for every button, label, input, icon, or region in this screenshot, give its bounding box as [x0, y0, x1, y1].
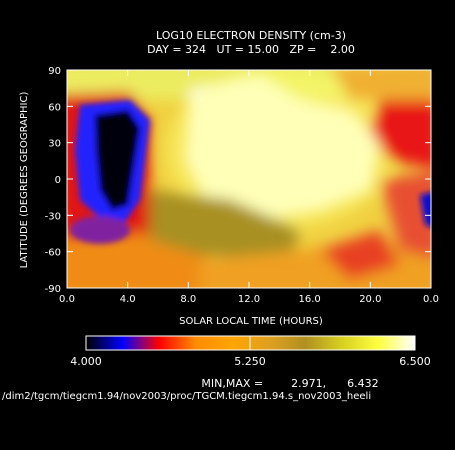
- y-tick-label: 60: [48, 102, 61, 113]
- y-axis-ticks: 90 60 30 0 -30 -60 -90: [45, 66, 431, 295]
- x-tick-label: 8.0: [180, 294, 196, 305]
- x-tick-label: 12.0: [238, 294, 260, 305]
- y-tick-label: -30: [45, 211, 61, 222]
- x-axis-label: SOLAR LOCAL TIME (HOURS): [179, 316, 323, 327]
- y-axis-label: LATITUDE (DEGREES GEOGRAPHIC): [19, 92, 30, 269]
- heatmap-field: [67, 70, 431, 288]
- x-tick-label: 20.0: [359, 294, 381, 305]
- x-tick-label: 0.0: [59, 294, 75, 305]
- y-tick-label: -60: [45, 248, 61, 259]
- colorbar-min-label: 4.000: [70, 355, 102, 368]
- chart-subtitle: DAY = 324 UT = 15.00 ZP = 2.00: [147, 43, 355, 56]
- chart-title: LOG10 ELECTRON DENSITY (cm-3): [156, 29, 346, 42]
- x-tick-label: 0.0: [423, 294, 439, 305]
- y-tick-label: -90: [45, 284, 61, 295]
- y-tick-label: 0: [55, 175, 61, 186]
- file-path-text: /dim2/tgcm/tiegcm1.94/nov2003/proc/TGCM.…: [2, 391, 371, 402]
- y-tick-label: 30: [48, 139, 61, 150]
- x-axis-ticks: 0.0 4.0 8.0 12.0 16.0 20.0 0.0: [59, 70, 439, 305]
- x-tick-label: 4.0: [120, 294, 136, 305]
- colorbar-mid-label: 5.250: [234, 355, 266, 368]
- x-tick-label: 16.0: [299, 294, 321, 305]
- minmax-text: MIN,MAX = 2.971, 6.432: [201, 377, 378, 390]
- y-tick-label: 90: [48, 66, 61, 77]
- colorbar-max-label: 6.500: [399, 355, 431, 368]
